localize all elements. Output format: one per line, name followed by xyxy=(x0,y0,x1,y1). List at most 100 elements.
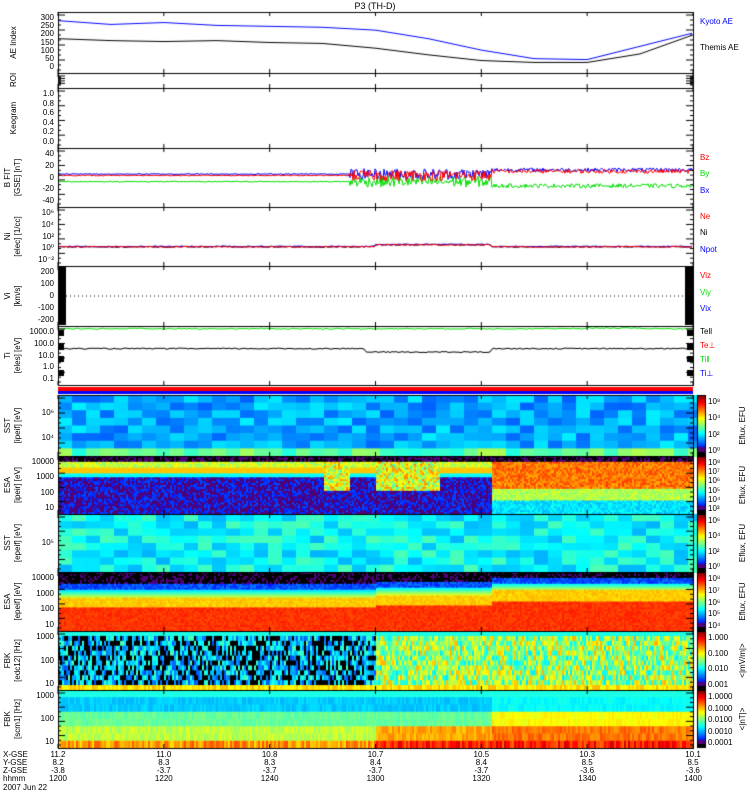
x-tick-label: 8.3 xyxy=(158,758,170,767)
y-tick-label: 0.1 xyxy=(42,374,54,383)
y-tick-label: 100 xyxy=(40,604,54,614)
legend-ti-0: Tell xyxy=(700,327,713,336)
legend-ni-0: Ne xyxy=(700,212,711,221)
x-tick-label: 1240 xyxy=(260,774,279,783)
x-tick-label: 1220 xyxy=(154,774,173,783)
x-tick-label: 8.4 xyxy=(475,758,487,767)
colorbar-tick: 0.0010 xyxy=(708,726,733,736)
panel-label-roi: ROI xyxy=(9,72,18,87)
y-tick-label: 1000 xyxy=(36,632,54,641)
x-row-label: Z-GSE xyxy=(3,766,28,775)
colorbar-tick: 10⁸ xyxy=(708,397,721,406)
colorbar-tick: 10⁴ xyxy=(708,413,721,423)
y-tick-label: 10⁵ xyxy=(41,538,54,547)
y-tick-label: -200 xyxy=(37,315,54,324)
y-tick-label: 100 xyxy=(40,655,54,665)
legend-ni-1: Ni xyxy=(700,228,708,238)
colorbar-tick: 10⁵ xyxy=(708,609,721,619)
y-tick-label: 200 xyxy=(40,267,54,276)
colorbar-tick: 10⁰ xyxy=(708,562,721,571)
x-tick-label: 8.4 xyxy=(369,758,382,767)
colorbar-tick: 10⁴ xyxy=(708,621,721,630)
legend-bfit-1: By xyxy=(700,169,710,179)
y-tick-label: 40 xyxy=(45,149,54,158)
legend-ni-2: Npot xyxy=(700,244,717,254)
legend-vi-0: Viz xyxy=(700,271,711,280)
y-tick-label: 0 xyxy=(49,291,54,300)
colorbar-tick: 1.000 xyxy=(708,633,729,642)
x-row-label: Y-GSE xyxy=(3,758,28,767)
x-tick-label: 1200 xyxy=(49,774,67,783)
y-tick-label: -40 xyxy=(42,196,54,205)
legend-bfit-2: Bx xyxy=(700,185,710,195)
colorbar-tick: 10⁰ xyxy=(708,446,721,455)
y-tick-label: 0.4 xyxy=(42,117,54,127)
y-tick-label: 0.2 xyxy=(42,127,54,137)
colorbar-tick: 0.010 xyxy=(708,664,729,674)
panel-units-sst_i: [ipeif] [eV] xyxy=(13,407,22,444)
colorbar-tick: 0.100 xyxy=(708,648,729,658)
x-tick-label: 11.0 xyxy=(156,750,172,759)
y-tick-label: 1000 xyxy=(36,691,54,700)
colorbar-title: Eflux, EFU xyxy=(738,406,747,445)
y-tick-label: 0.8 xyxy=(42,98,54,108)
x-row-label: X-GSE xyxy=(3,750,28,759)
y-tick-label: 10.0 xyxy=(38,350,54,360)
colorbar-tick: 10³ xyxy=(708,504,720,513)
y-tick-label: 0 xyxy=(49,172,54,182)
colorbar-tick: 10⁵ xyxy=(708,485,721,495)
legend-ae-1: Themis AE xyxy=(700,42,739,52)
x-tick-label: 10.5 xyxy=(473,750,490,759)
y-tick-label: 10⁰ xyxy=(41,243,54,253)
y-tick-label: 10000 xyxy=(31,573,54,582)
colorbar-tick: 0.0100 xyxy=(708,715,733,724)
y-tick-label: -20 xyxy=(42,184,54,194)
colorbar-tick: 10⁶ xyxy=(708,597,721,607)
colorbar-title: Eflux, EFU xyxy=(738,582,747,621)
y-tick-label: 100 xyxy=(40,279,54,288)
y-tick-label: 100 xyxy=(40,714,54,723)
y-tick-label: 200 xyxy=(40,29,54,39)
y-tick-label: 250 xyxy=(40,21,54,31)
y-tick-label: 10 xyxy=(45,679,54,688)
x-tick-label: 11.2 xyxy=(50,750,66,759)
x-tick-label: -3.6 xyxy=(686,766,700,775)
y-tick-label: 300 xyxy=(40,13,54,22)
legend-vi-1: Viy xyxy=(700,287,711,297)
x-tick-label: 1300 xyxy=(366,774,385,783)
x-tick-label: 1320 xyxy=(472,774,491,783)
x-tick-label: 8.5 xyxy=(581,758,593,767)
legend-vi-2: Vix xyxy=(700,304,711,314)
x-tick-label: -3.8 xyxy=(51,766,65,775)
x-tick-label: 1400 xyxy=(684,774,702,783)
y-tick-label: 10 xyxy=(45,620,54,629)
x-tick-label: -3.7 xyxy=(262,766,277,775)
y-tick-label: 1.0 xyxy=(42,89,54,98)
colorbar-tick: 10⁴ xyxy=(708,494,721,504)
panel-label-sst_i: SST xyxy=(3,417,12,434)
colorbar-tick: 0.001 xyxy=(708,680,729,689)
x-tick-label: 10.8 xyxy=(261,750,278,759)
x-tick-label: 10.7 xyxy=(367,750,384,759)
colorbar-tick: 10⁸ xyxy=(708,458,721,467)
y-tick-label: -100 xyxy=(37,303,54,312)
colorbar-tick: 10⁸ xyxy=(708,574,721,583)
legend-ti-1: Te⊥ xyxy=(700,341,716,350)
colorbar-title: Eflux, EFU xyxy=(738,465,747,505)
y-tick-label: 100.0 xyxy=(33,338,54,348)
y-tick-label: 10⁻² xyxy=(38,255,54,264)
legend-ae-0: Kyoto AE xyxy=(700,17,733,26)
y-tick-label: 100 xyxy=(40,487,54,497)
x-tick-label: 1340 xyxy=(578,774,597,783)
colorbar-title: <|mV/m|> xyxy=(738,643,747,678)
y-tick-label: 1000 xyxy=(36,472,54,482)
colorbar-tick: 0.0001 xyxy=(708,738,733,747)
colorbar-tick: 10⁶ xyxy=(708,476,721,486)
y-tick-label: 10² xyxy=(42,231,54,241)
y-tick-label: 50 xyxy=(45,53,54,63)
colorbar-tick: 10⁶ xyxy=(708,516,721,525)
y-tick-label: 0 xyxy=(49,62,54,71)
colorbar-tick: 0.1000 xyxy=(708,703,733,713)
